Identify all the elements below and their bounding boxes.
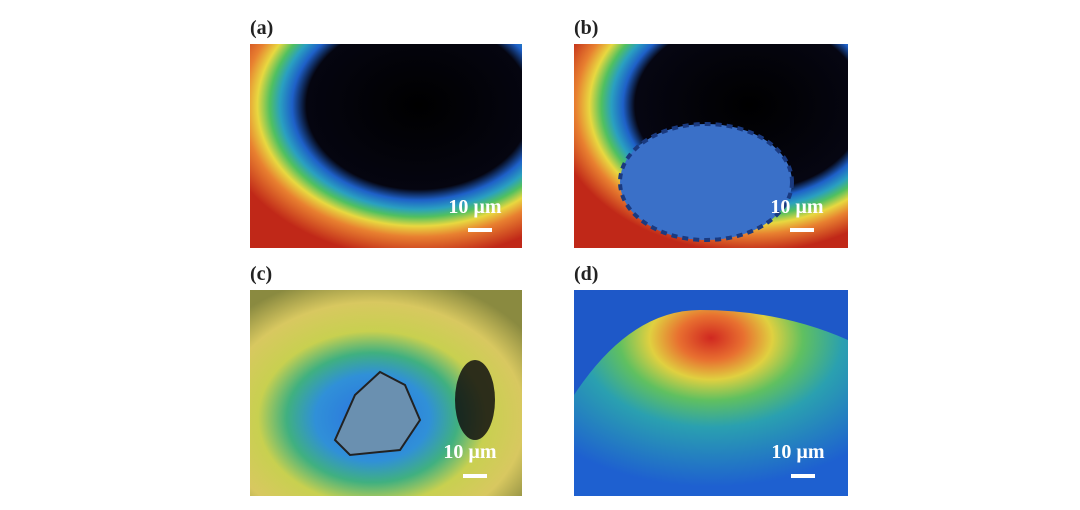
panel-label: (b) [574, 17, 598, 39]
image [250, 44, 522, 248]
scale-bar-label: 10 µm [771, 441, 825, 463]
scale-bar [791, 474, 815, 478]
panel-label: (a) [250, 17, 273, 39]
panel-label: (c) [250, 263, 272, 285]
scale-bar-label: 10 µm [770, 196, 824, 218]
scale-bar [463, 474, 487, 478]
dome [574, 310, 848, 496]
scale-bar-label: 10 µm [448, 196, 502, 218]
scale-bar [468, 228, 492, 232]
blister [618, 122, 794, 242]
scale-bar-label: 10 µm [443, 441, 497, 463]
panel-label: (d) [574, 263, 598, 285]
shadow [455, 360, 495, 440]
particle [333, 370, 422, 457]
scale-bar [790, 228, 814, 232]
